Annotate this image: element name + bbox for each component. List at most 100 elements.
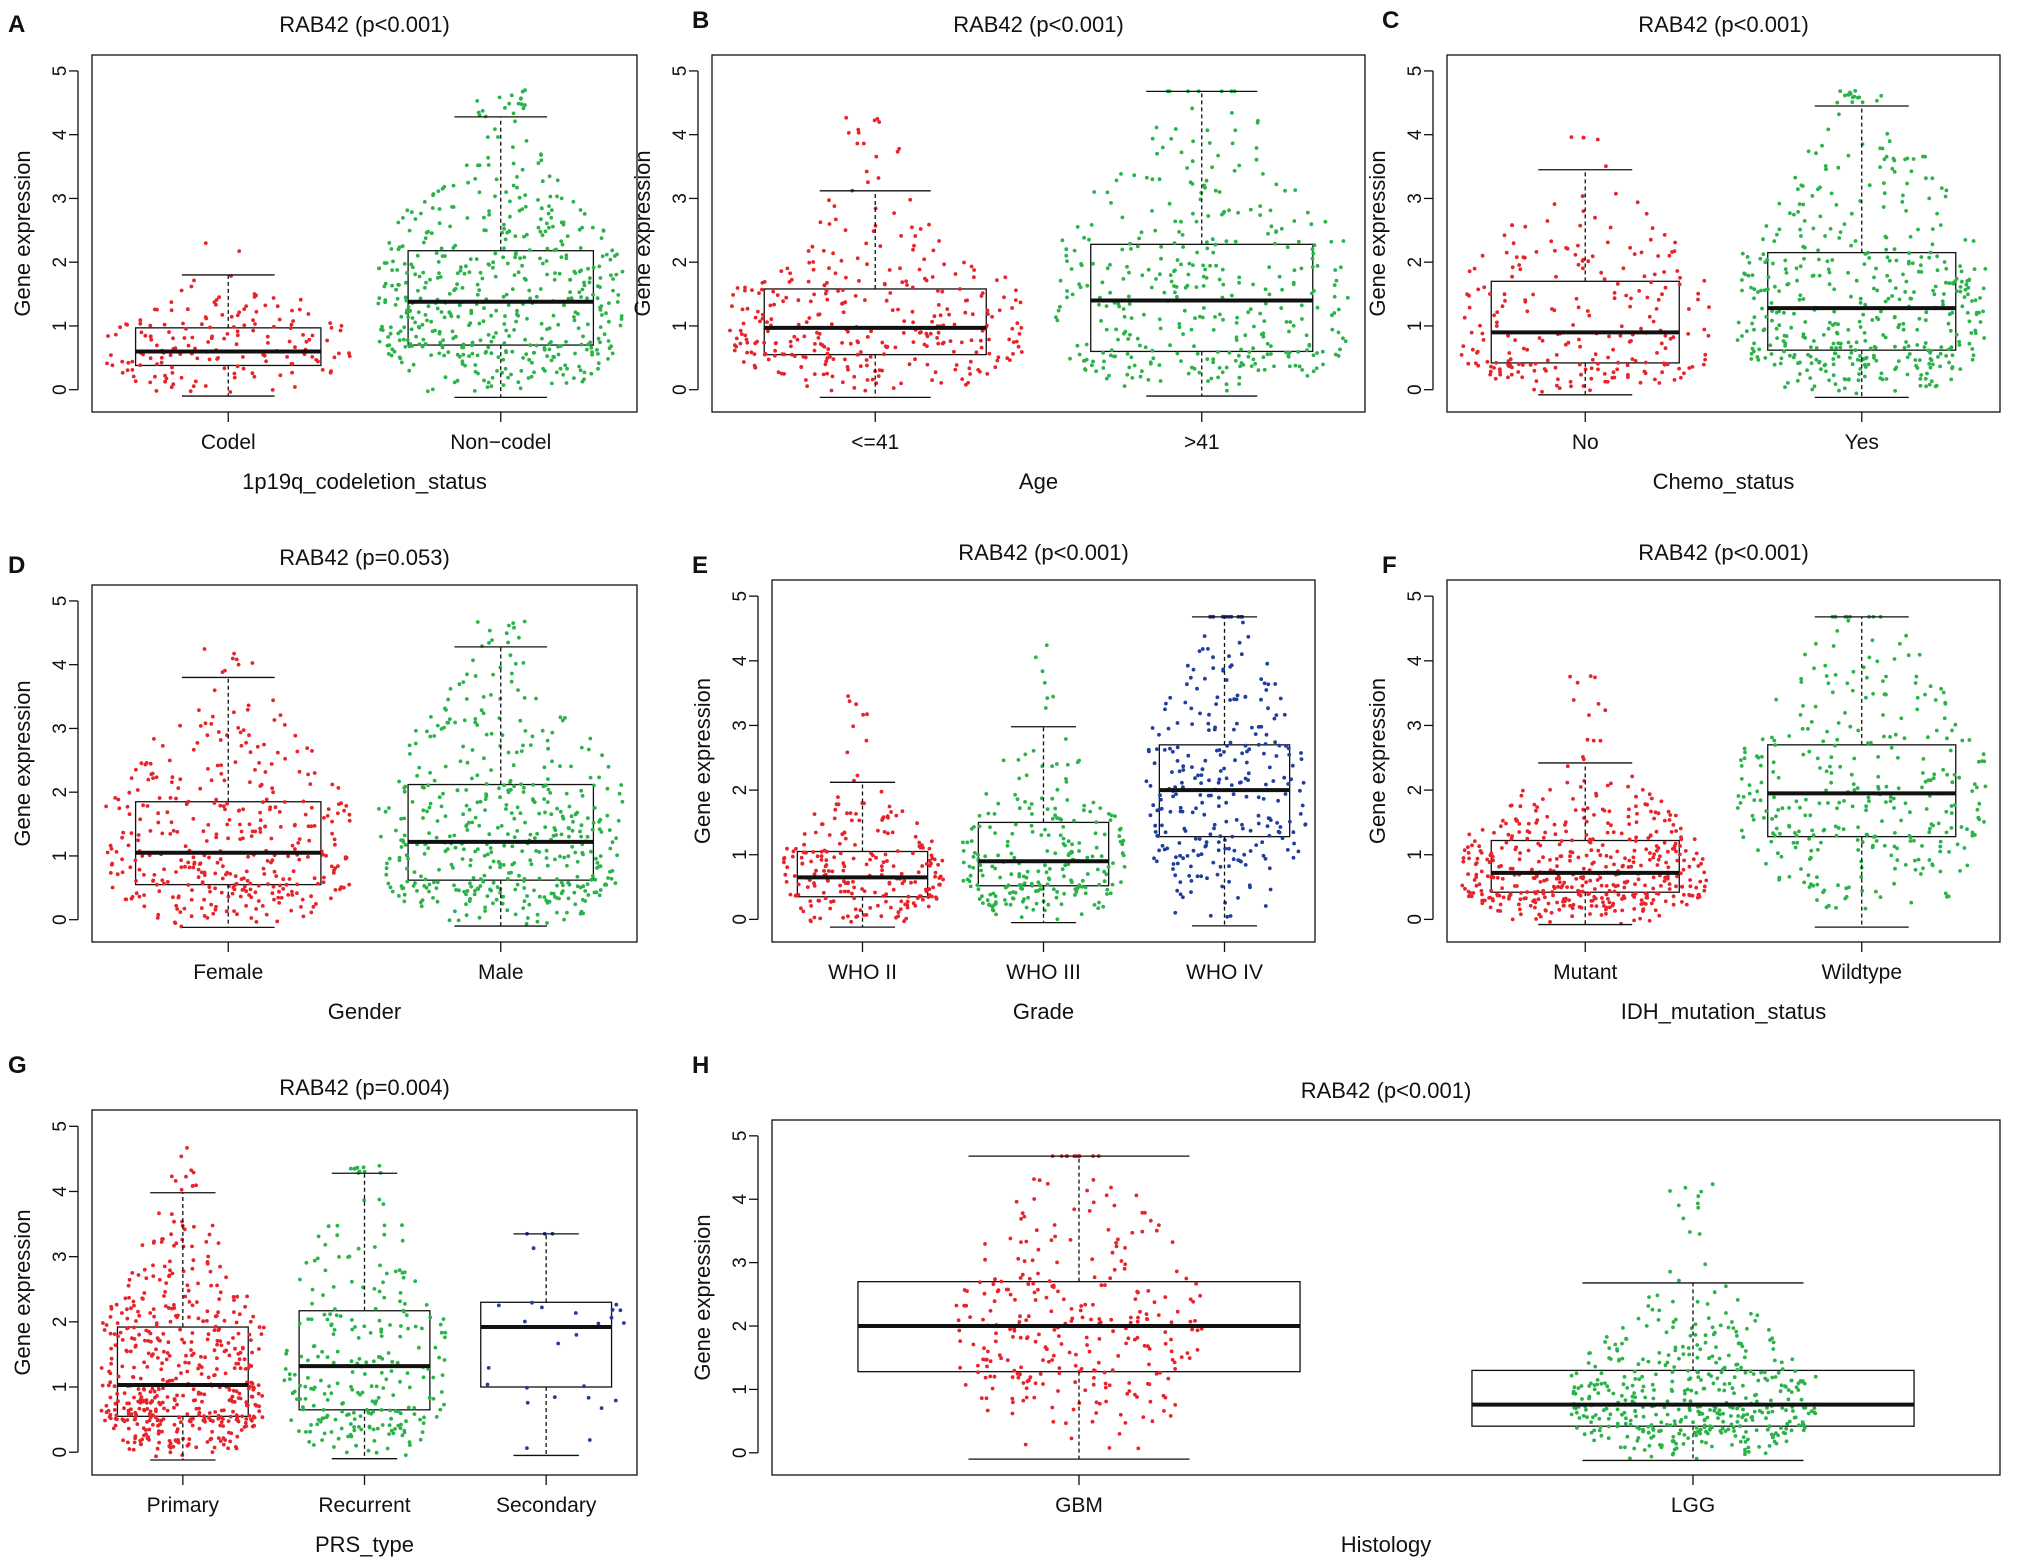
data-point (1611, 830, 1616, 835)
data-point (1863, 302, 1868, 307)
data-point (1648, 851, 1652, 855)
data-point (210, 334, 215, 339)
data-point (520, 849, 525, 853)
data-point (739, 332, 744, 336)
data-point (121, 1438, 125, 1443)
data-point (489, 768, 493, 772)
data-point (758, 319, 762, 324)
data-point (1839, 341, 1843, 346)
data-point (464, 803, 469, 808)
data-point (543, 810, 547, 815)
data-point (154, 1321, 159, 1326)
data-point (1605, 240, 1610, 245)
data-point (819, 858, 824, 862)
data-point (402, 337, 406, 342)
data-point (1941, 690, 1946, 695)
data-point (1492, 830, 1496, 835)
data-point (1274, 182, 1279, 187)
y-tick-label: 4 (730, 655, 751, 666)
data-point (436, 189, 441, 194)
data-point (1278, 825, 1283, 829)
data-point (450, 329, 455, 334)
data-point (387, 856, 392, 861)
data-point (427, 889, 431, 894)
data-point (744, 337, 749, 342)
data-point (260, 904, 265, 908)
data-point (1485, 874, 1490, 879)
data-point (1004, 902, 1008, 906)
data-point (1964, 282, 1969, 287)
data-point (749, 350, 754, 355)
data-point (1489, 888, 1493, 893)
data-point (1256, 821, 1261, 826)
data-point (1119, 172, 1123, 176)
data-point (1155, 151, 1159, 156)
data-point (1216, 840, 1221, 844)
data-point (1826, 127, 1831, 132)
data-point (1776, 851, 1780, 856)
data-point (329, 326, 334, 330)
data-point (1262, 751, 1266, 756)
data-point (470, 748, 475, 752)
data-point (1919, 872, 1923, 876)
y-tick-label: 2 (670, 257, 691, 268)
data-point (1797, 829, 1801, 834)
data-point (1170, 749, 1175, 754)
data-point (1779, 356, 1784, 361)
data-point (1202, 812, 1207, 817)
data-point (532, 888, 536, 893)
data-point (1268, 887, 1273, 892)
data-point (1650, 226, 1655, 231)
data-point (114, 850, 119, 854)
data-point (1029, 823, 1034, 828)
data-point (1870, 318, 1875, 322)
data-point (981, 901, 985, 905)
data-point (137, 894, 142, 899)
y-tick-label: 1 (50, 321, 71, 332)
data-point (1612, 375, 1617, 380)
y-axis-label: Gene expression (1365, 678, 1390, 844)
data-point (805, 885, 810, 889)
data-point (1283, 188, 1287, 193)
data-point (234, 657, 239, 662)
data-point (304, 339, 309, 344)
data-point (192, 278, 196, 283)
data-point (485, 894, 490, 898)
data-point (1102, 879, 1107, 884)
data-point (1247, 350, 1252, 354)
data-point (249, 834, 254, 838)
data-point (855, 141, 860, 146)
data-point (1045, 696, 1050, 700)
data-point (1679, 375, 1683, 380)
data-point (1787, 823, 1791, 828)
data-point (1292, 841, 1296, 846)
data-point (1818, 214, 1823, 219)
data-point (585, 347, 589, 352)
data-point (745, 340, 750, 345)
data-point (496, 825, 500, 830)
data-point (156, 820, 161, 825)
data-point (169, 308, 174, 313)
data-point (1159, 797, 1163, 802)
data-point (376, 301, 381, 306)
data-point (1187, 874, 1192, 878)
data-point (512, 835, 517, 839)
data-point (487, 641, 491, 645)
data-point (1821, 890, 1825, 895)
data-point (1647, 314, 1652, 319)
data-point (254, 920, 259, 924)
data-point (494, 177, 499, 182)
data-point (464, 913, 469, 918)
data-point (824, 858, 829, 863)
data-point (1518, 907, 1522, 912)
data-point (1912, 838, 1916, 843)
data-point (258, 784, 263, 788)
data-point (413, 741, 418, 746)
data-point (1191, 139, 1195, 144)
data-point (844, 115, 849, 120)
data-point (1031, 748, 1036, 753)
data-point (1809, 361, 1814, 366)
data-point (457, 682, 462, 687)
data-point (1967, 278, 1971, 283)
data-point (113, 1423, 118, 1428)
